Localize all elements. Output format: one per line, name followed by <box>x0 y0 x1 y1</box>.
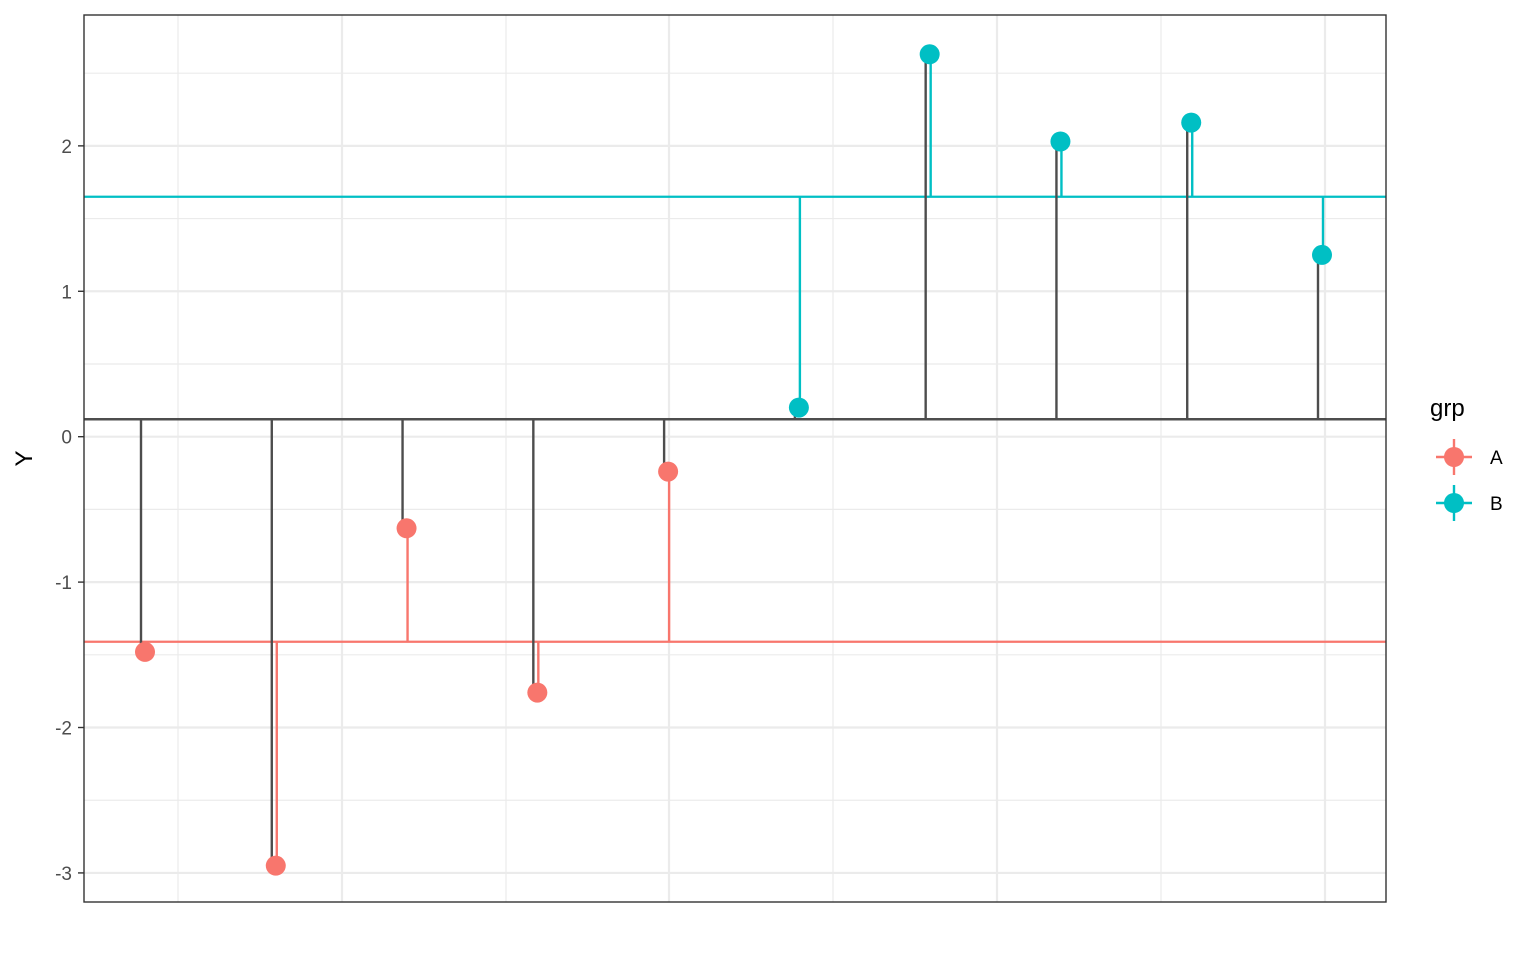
y-tick-label: 2 <box>61 137 72 158</box>
point-a <box>265 855 286 876</box>
legend-label: A <box>1490 448 1503 469</box>
y-tick-label: -1 <box>55 573 72 594</box>
point-a <box>527 682 548 703</box>
y-axis-title: Y <box>11 450 38 466</box>
data-points <box>135 44 1332 876</box>
point-b <box>1312 244 1332 265</box>
point-a <box>658 461 679 482</box>
point-a <box>135 641 155 662</box>
grid <box>84 15 1386 902</box>
legend: grp A B <box>1430 395 1503 521</box>
y-axis: -3 -2 -1 0 1 2 <box>55 137 84 885</box>
legend-key-point <box>1444 447 1464 467</box>
legend-key-point <box>1444 493 1464 513</box>
point-b <box>788 397 809 418</box>
legend-title: grp <box>1430 395 1465 422</box>
point-a <box>396 518 417 539</box>
panel-border <box>83 14 1387 903</box>
point-b <box>1050 131 1071 152</box>
y-tick-label: 1 <box>61 282 72 303</box>
point-b <box>1181 112 1202 133</box>
point-b <box>919 44 940 65</box>
y-tick-label: 0 <box>61 428 72 449</box>
y-tick-label: -3 <box>55 864 72 885</box>
mean-lines <box>84 195 1386 643</box>
y-tick-label: -2 <box>55 719 72 740</box>
legend-label: B <box>1490 494 1503 515</box>
stems <box>139 54 1325 866</box>
